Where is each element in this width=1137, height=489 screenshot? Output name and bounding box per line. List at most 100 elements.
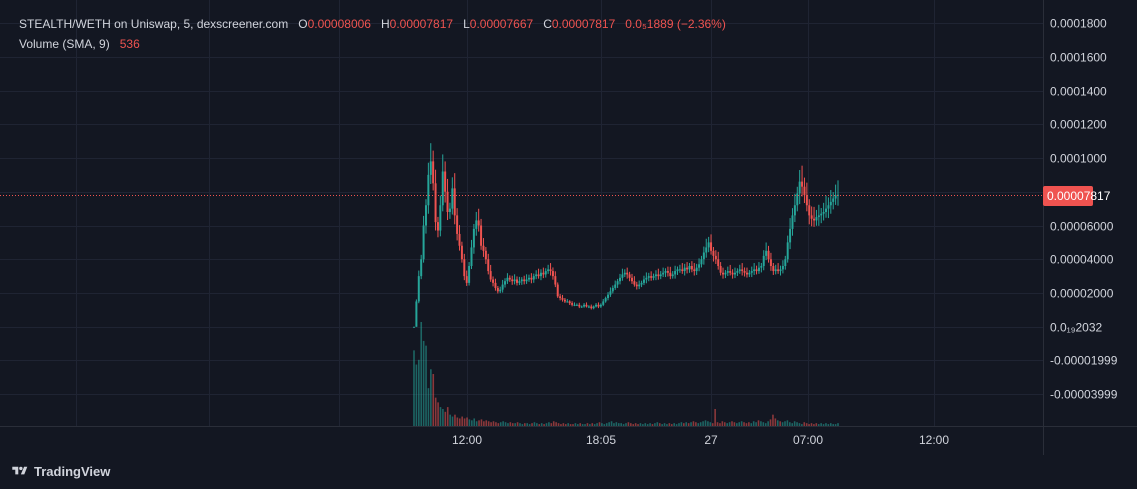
candle-body xyxy=(599,304,602,307)
volume-bar xyxy=(678,423,680,426)
volume-bar xyxy=(649,423,651,426)
y-tick-label: 0.00002000 xyxy=(1050,287,1114,301)
candle-body xyxy=(789,228,792,243)
candle-body xyxy=(590,306,593,309)
volume-bar xyxy=(442,408,444,426)
candle-body xyxy=(738,269,741,272)
candle-body xyxy=(621,274,624,278)
volume-bar xyxy=(555,422,557,426)
x-tick-label: 27 xyxy=(704,433,718,447)
volume-bar xyxy=(454,414,456,426)
volume-bar xyxy=(504,422,507,426)
candle-body xyxy=(432,161,435,184)
price-chart[interactable]: 0.0001800 0.0001600 0.0001400 0.0001200 0.00… xyxy=(0,0,1137,455)
candle-body xyxy=(674,271,677,275)
candle-body xyxy=(813,218,816,221)
candle-body xyxy=(482,245,485,251)
candle-body xyxy=(753,269,756,272)
time-axis[interactable]: 12:00 18:05 27 07:00 12:00 xyxy=(452,433,949,447)
candle-body xyxy=(698,264,701,268)
candle-body xyxy=(827,205,830,209)
candle-body xyxy=(511,279,514,282)
price-axis[interactable]: 0.0001800 0.0001600 0.0001400 0.0001200 0.00… xyxy=(1050,17,1118,402)
volume-row: Volume (SMA, 9) 536 xyxy=(19,36,726,52)
volume-bar xyxy=(591,423,594,426)
candle-body xyxy=(460,245,463,260)
volume-bar xyxy=(750,423,753,426)
volume-bar xyxy=(581,424,584,426)
candle-body xyxy=(745,272,748,275)
close-label: C xyxy=(543,17,552,31)
volume-label[interactable]: Volume (SMA, 9) xyxy=(19,37,110,51)
volume-bar xyxy=(598,422,601,426)
volume-bar xyxy=(702,421,704,426)
candle-body xyxy=(762,255,765,266)
x-tick-label: 12:00 xyxy=(919,433,949,447)
candle-body xyxy=(647,276,650,278)
volume-bar xyxy=(548,422,550,426)
volume-bar xyxy=(733,422,736,426)
volume-bar xyxy=(837,423,839,426)
candle-body xyxy=(630,277,633,282)
candle-body xyxy=(554,276,557,285)
volume-bar xyxy=(757,420,760,426)
close-value: 0.00007817 xyxy=(551,17,616,31)
volume-bar xyxy=(769,419,772,426)
candle-body xyxy=(451,188,454,209)
volume-bar xyxy=(434,397,437,426)
volume-bar xyxy=(707,421,709,426)
volume-bar xyxy=(524,423,526,426)
candle-body xyxy=(542,272,545,275)
volume-bar xyxy=(666,424,668,426)
volume-bar xyxy=(829,423,832,426)
candle-body xyxy=(434,183,437,223)
volume-bar xyxy=(834,424,837,426)
volume-bar xyxy=(801,424,803,426)
volume-bar xyxy=(762,422,765,426)
candle-body xyxy=(439,205,442,231)
candle-body xyxy=(496,287,499,292)
candle-body xyxy=(513,279,516,282)
volume-bar xyxy=(736,423,738,426)
y-tick-label: 0.0001800 xyxy=(1050,17,1107,31)
candle-body xyxy=(772,266,775,272)
candle-body xyxy=(736,271,739,273)
candle-body xyxy=(626,272,629,275)
candle-body xyxy=(654,274,657,277)
candle-body xyxy=(832,198,835,202)
candle-body xyxy=(650,276,653,278)
candle-body xyxy=(702,252,705,260)
candle-body xyxy=(686,267,689,270)
volume-bar xyxy=(415,364,418,426)
volume-bar xyxy=(552,421,555,426)
volume-bar xyxy=(516,422,519,426)
candle-body xyxy=(750,271,753,273)
candle-body xyxy=(822,212,825,214)
tradingview-logo[interactable]: TradingView xyxy=(10,462,110,480)
volume-bar xyxy=(789,422,791,426)
volume-bar xyxy=(615,422,618,426)
candle-body xyxy=(662,272,665,275)
candle-body xyxy=(602,301,605,305)
candle-body xyxy=(487,259,490,272)
candle-body xyxy=(568,301,571,304)
high-label: H xyxy=(380,17,390,31)
candle-body xyxy=(741,269,744,272)
volume-bar xyxy=(813,424,815,426)
candle-body xyxy=(719,266,722,273)
volume-bar xyxy=(610,421,613,426)
volume-bar xyxy=(654,423,656,426)
candle-body xyxy=(805,195,808,206)
candle-body xyxy=(777,269,780,272)
volume-bar xyxy=(721,421,724,426)
candle-body xyxy=(484,250,487,260)
candle-body xyxy=(441,171,444,206)
candle-body xyxy=(748,272,751,275)
symbol-title[interactable]: STEALTH/WETH on Uniswap, 5, dexscreener.… xyxy=(19,17,289,31)
candle-body xyxy=(604,298,607,302)
volume-bar xyxy=(673,423,675,426)
volume-bar xyxy=(779,421,781,426)
volume-bar xyxy=(699,422,702,426)
candle-body xyxy=(453,188,456,216)
